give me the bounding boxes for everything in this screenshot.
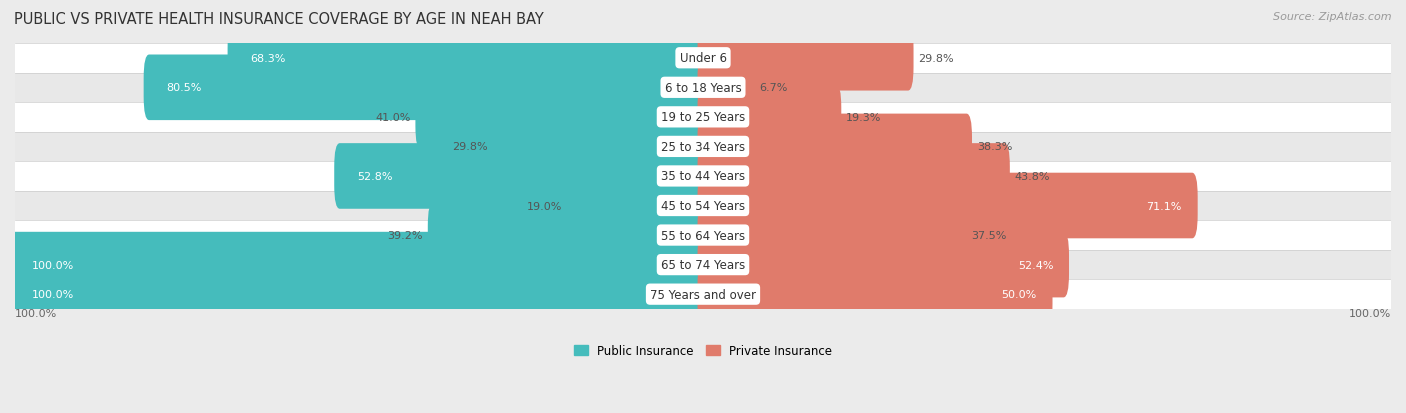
Bar	[15, 74, 1391, 103]
Bar	[15, 191, 1391, 221]
Text: 41.0%: 41.0%	[375, 113, 411, 123]
Bar	[15, 103, 1391, 132]
FancyBboxPatch shape	[697, 232, 1069, 298]
FancyBboxPatch shape	[10, 232, 709, 298]
Text: 29.8%: 29.8%	[918, 54, 953, 64]
Bar	[15, 44, 1391, 74]
Text: 100.0%: 100.0%	[32, 260, 75, 270]
Text: 100.0%: 100.0%	[32, 290, 75, 299]
Text: 52.8%: 52.8%	[357, 171, 392, 182]
FancyBboxPatch shape	[697, 55, 755, 121]
Bar	[15, 221, 1391, 250]
Bar	[15, 280, 1391, 309]
FancyBboxPatch shape	[697, 114, 972, 180]
FancyBboxPatch shape	[697, 262, 1053, 327]
Text: 35 to 44 Years: 35 to 44 Years	[661, 170, 745, 183]
Bar	[15, 162, 1391, 191]
Text: 29.8%: 29.8%	[453, 142, 488, 152]
FancyBboxPatch shape	[10, 262, 709, 327]
FancyBboxPatch shape	[697, 26, 914, 91]
Text: 19.3%: 19.3%	[846, 113, 882, 123]
Text: PUBLIC VS PRIVATE HEALTH INSURANCE COVERAGE BY AGE IN NEAH BAY: PUBLIC VS PRIVATE HEALTH INSURANCE COVER…	[14, 12, 544, 27]
Text: 71.1%: 71.1%	[1146, 201, 1182, 211]
Text: 19.0%: 19.0%	[527, 201, 562, 211]
Text: 65 to 74 Years: 65 to 74 Years	[661, 259, 745, 271]
Text: Under 6: Under 6	[679, 52, 727, 65]
FancyBboxPatch shape	[697, 203, 966, 268]
Text: 55 to 64 Years: 55 to 64 Years	[661, 229, 745, 242]
Text: 100.0%: 100.0%	[15, 308, 58, 318]
FancyBboxPatch shape	[567, 173, 709, 239]
Bar	[15, 250, 1391, 280]
FancyBboxPatch shape	[335, 144, 709, 209]
Text: 50.0%: 50.0%	[1001, 290, 1036, 299]
Text: 80.5%: 80.5%	[166, 83, 201, 93]
Text: 45 to 54 Years: 45 to 54 Years	[661, 199, 745, 213]
Text: 38.3%: 38.3%	[977, 142, 1012, 152]
Bar	[15, 132, 1391, 162]
Text: 37.5%: 37.5%	[972, 230, 1007, 240]
FancyBboxPatch shape	[492, 114, 709, 180]
Text: 6.7%: 6.7%	[759, 83, 787, 93]
Text: 25 to 34 Years: 25 to 34 Years	[661, 140, 745, 154]
FancyBboxPatch shape	[697, 173, 1198, 239]
Text: 43.8%: 43.8%	[1015, 171, 1050, 182]
Text: 75 Years and over: 75 Years and over	[650, 288, 756, 301]
Text: 68.3%: 68.3%	[250, 54, 285, 64]
Text: 100.0%: 100.0%	[1348, 308, 1391, 318]
Text: 19 to 25 Years: 19 to 25 Years	[661, 111, 745, 124]
Legend: Public Insurance, Private Insurance: Public Insurance, Private Insurance	[569, 339, 837, 362]
Text: Source: ZipAtlas.com: Source: ZipAtlas.com	[1274, 12, 1392, 22]
FancyBboxPatch shape	[228, 26, 709, 91]
Text: 39.2%: 39.2%	[388, 230, 423, 240]
FancyBboxPatch shape	[415, 85, 709, 150]
FancyBboxPatch shape	[697, 85, 841, 150]
FancyBboxPatch shape	[697, 144, 1010, 209]
FancyBboxPatch shape	[143, 55, 709, 121]
Text: 52.4%: 52.4%	[1018, 260, 1053, 270]
Text: 6 to 18 Years: 6 to 18 Years	[665, 82, 741, 95]
FancyBboxPatch shape	[427, 203, 709, 268]
